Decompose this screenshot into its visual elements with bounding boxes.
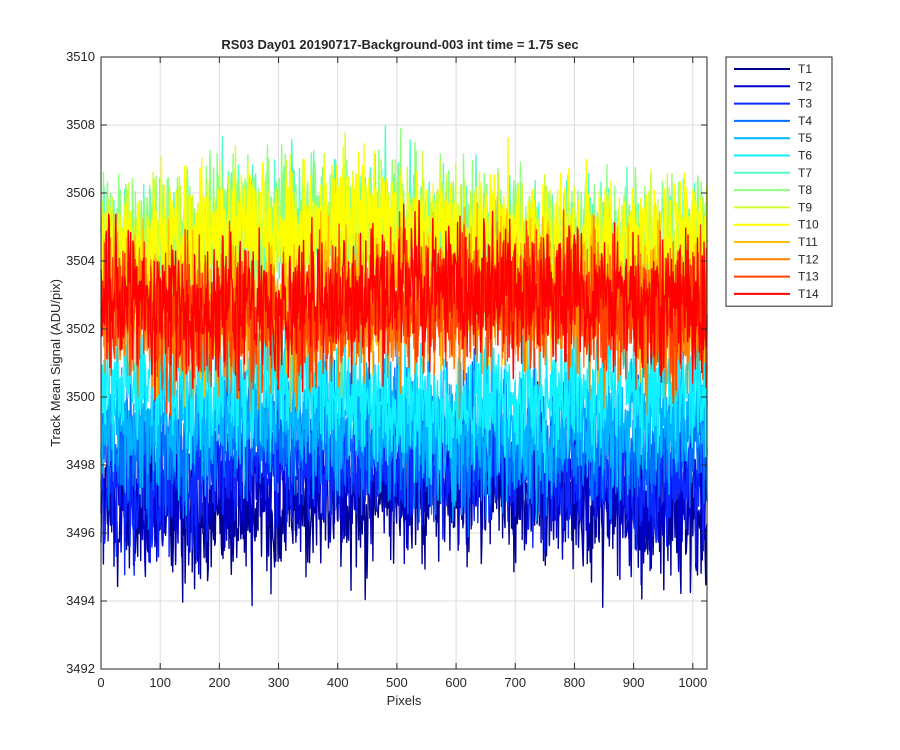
legend-box [725, 56, 833, 307]
legend-label-t10: T10 [798, 218, 819, 232]
series-line-t5 [100, 320, 708, 522]
x-tick-label: 900 [623, 675, 645, 690]
y-tick-label: 3508 [66, 117, 95, 132]
y-tick-label: 3506 [66, 185, 95, 200]
legend-label-t1: T1 [798, 62, 812, 76]
y-tick-label: 3496 [66, 525, 95, 540]
y-tick-label: 3498 [66, 457, 95, 472]
legend-label-t8: T8 [798, 183, 812, 197]
axes-frame [100, 56, 708, 670]
legend-label-t14: T14 [798, 287, 819, 301]
legend-label-t9: T9 [798, 200, 812, 214]
series-line-t6 [100, 284, 708, 499]
x-tick-label: 200 [209, 675, 231, 690]
y-tick-label: 3500 [66, 389, 95, 404]
series-line-t14 [100, 200, 708, 402]
legend-label-t11: T11 [798, 235, 818, 249]
x-tick-label: 600 [445, 675, 467, 690]
legend-label-t6: T6 [798, 149, 812, 163]
x-tick-label: 300 [268, 675, 290, 690]
legend: T1 T2 T3 T4 T5 T6 T7 T8 T9 T10 T11 T12 T13 T14 [725, 56, 833, 307]
x-tick-label: 400 [327, 675, 349, 690]
x-tick-label: 700 [504, 675, 526, 690]
legend-label-t12: T12 [798, 252, 819, 266]
legend-label-t3: T3 [798, 97, 812, 111]
legend-label-t5: T5 [798, 131, 812, 145]
y-tick-label: 3504 [66, 253, 95, 268]
legend-label-t2: T2 [798, 79, 812, 93]
plot-area: 0 100 200 300 400 500 600 700 800 900 1000 3492 3494… [66, 49, 708, 690]
legend-label-t4: T4 [798, 114, 812, 128]
x-tick-label: 0 [97, 675, 104, 690]
y-tick-label: 3492 [66, 661, 95, 676]
x-tick-label: 500 [386, 675, 408, 690]
legend-label-t7: T7 [798, 166, 812, 180]
x-tick-label: 100 [149, 675, 171, 690]
y-tick-label: 3502 [66, 321, 95, 336]
y-tick-label: 3494 [66, 593, 95, 608]
y-tick-label: 3510 [66, 49, 95, 64]
y-axis-label: Track Mean Signal (ADU/pix) [48, 279, 63, 447]
x-tick-label: 800 [564, 675, 586, 690]
x-tick-label: 1000 [678, 675, 707, 690]
legend-label-t13: T13 [798, 270, 819, 284]
x-axis-label: Pixels [387, 693, 422, 708]
chart-title: RS03 Day01 20190717-Background-003 int t… [221, 37, 578, 52]
